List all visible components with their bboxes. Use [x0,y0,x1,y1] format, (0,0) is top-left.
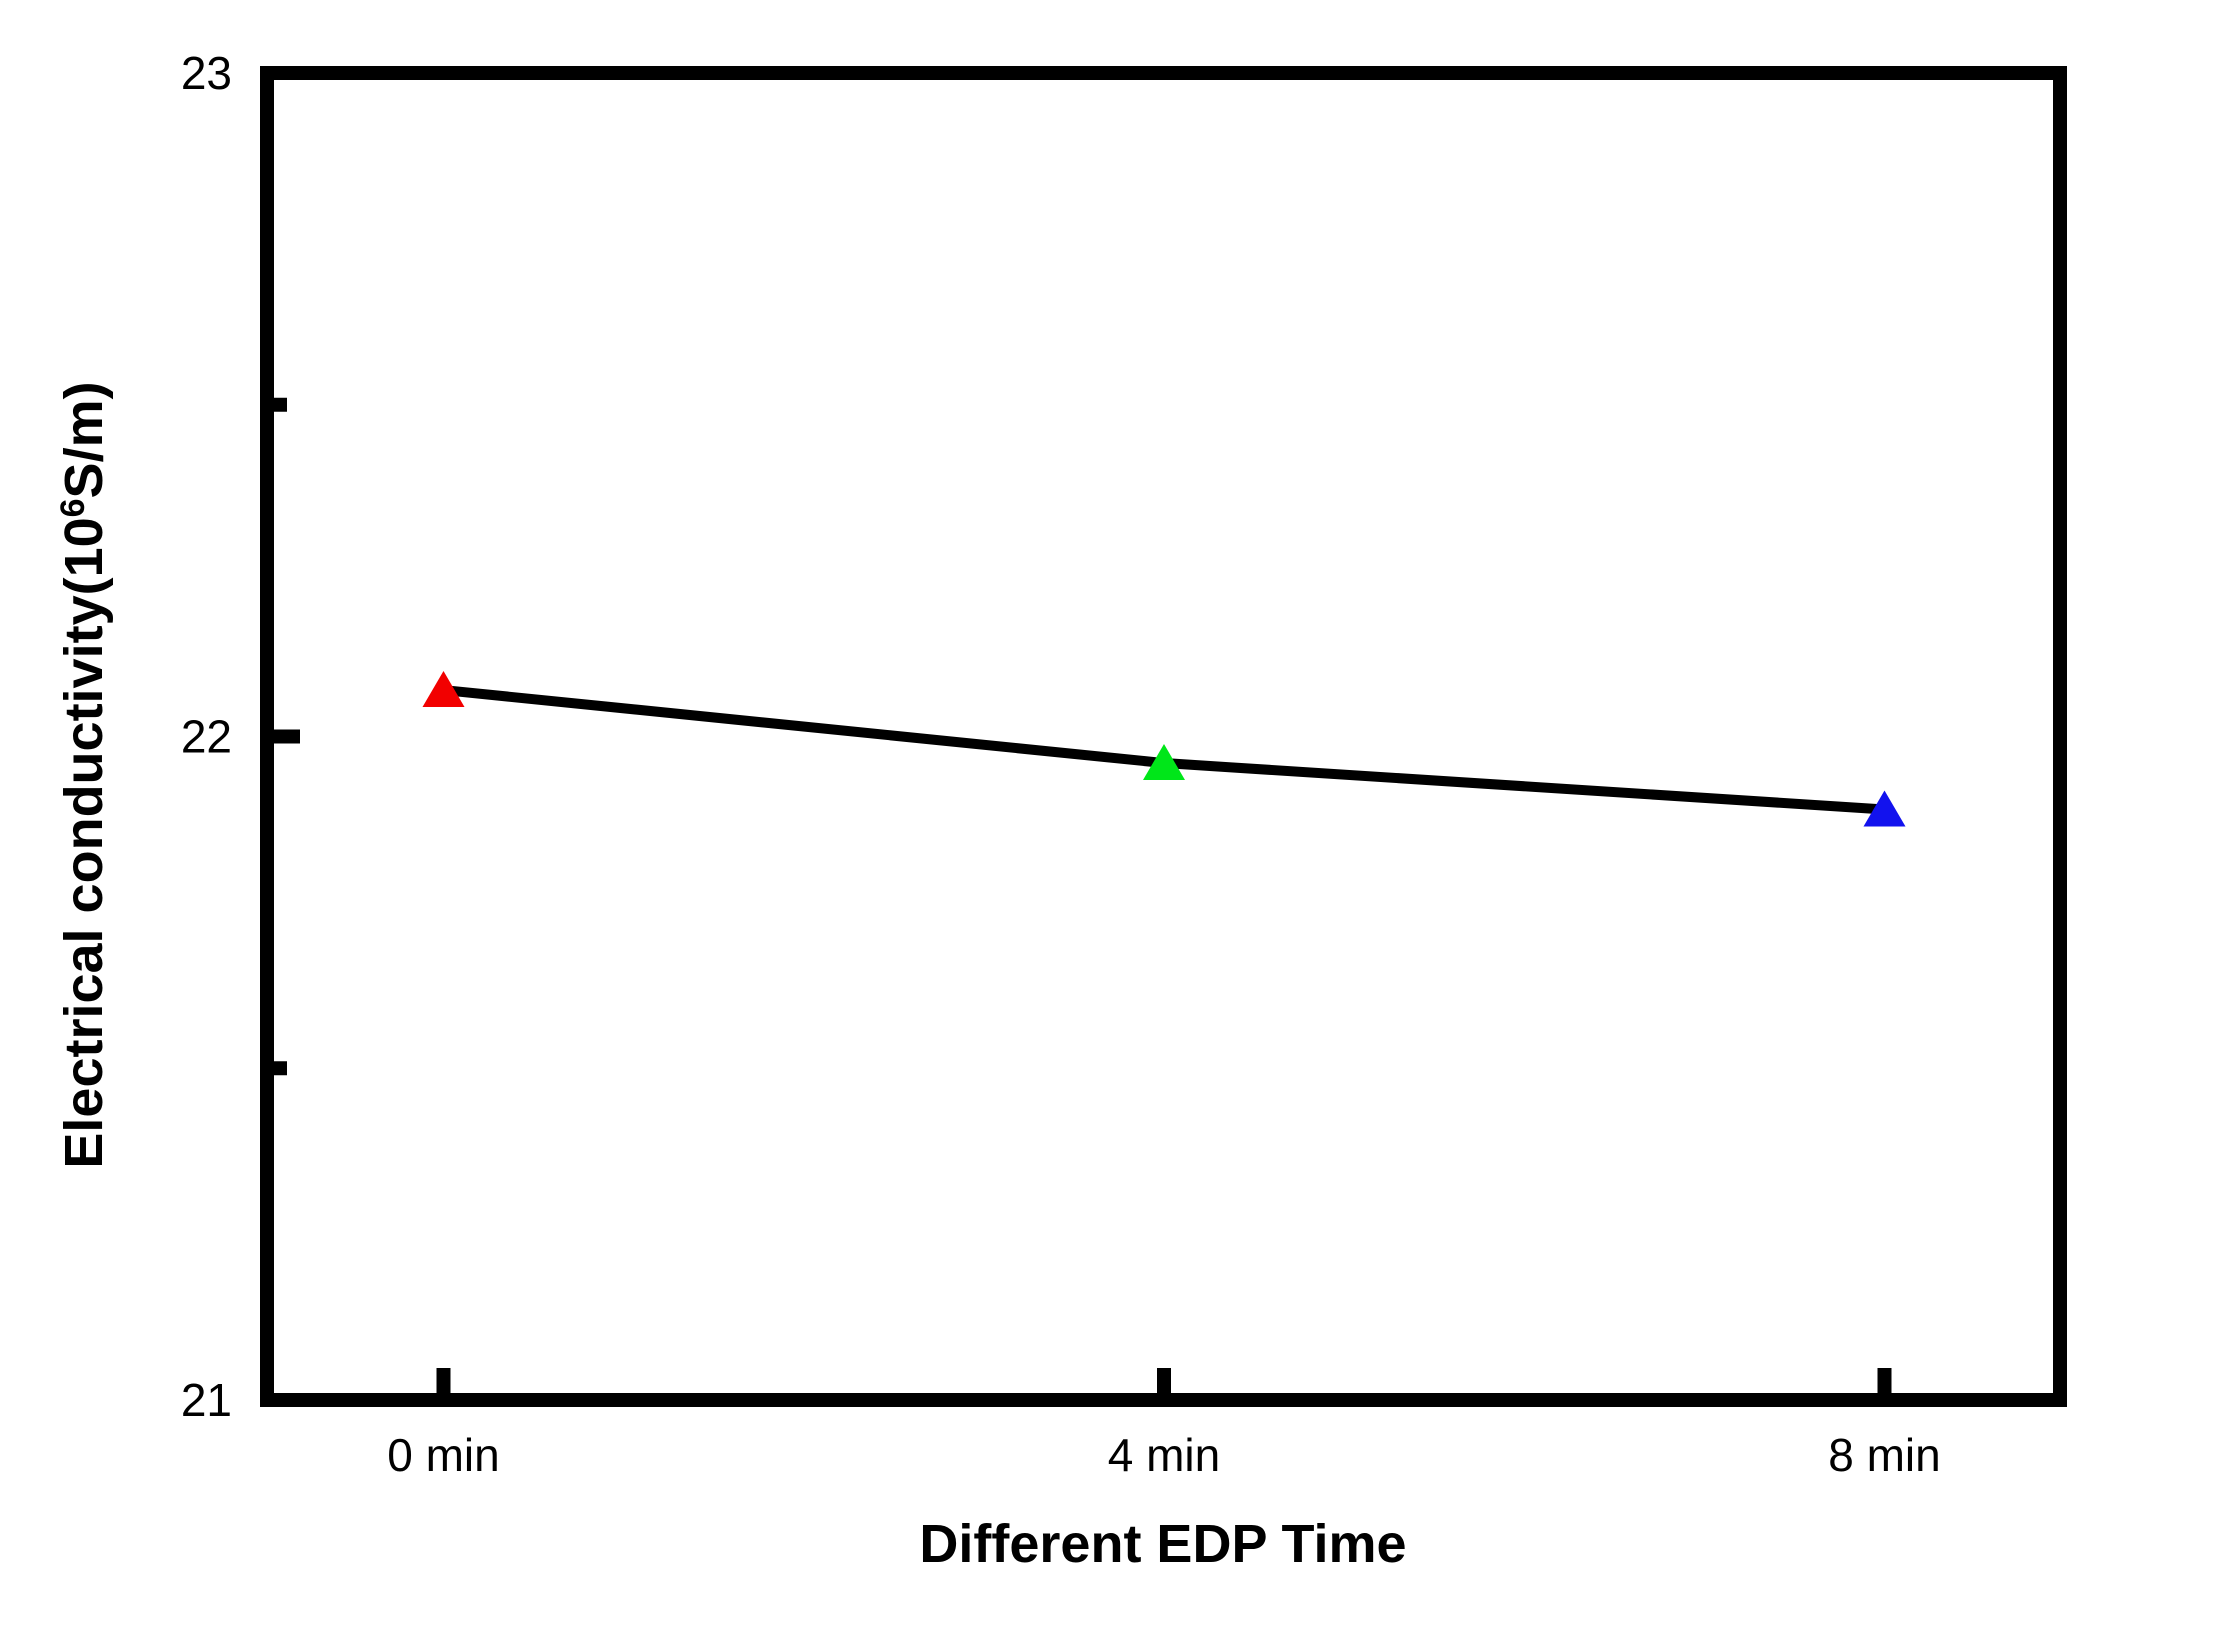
x-tick-label: 8 min [1828,1429,1940,1481]
x-tick-label: 0 min [387,1429,499,1481]
marker-4-min [1143,744,1185,781]
y-tick-label: 23 [181,47,232,99]
marker-0-min [422,671,465,708]
plot-frame [260,66,2067,1407]
y-axis-minor-ticks [267,397,287,1076]
y-axis-title-superscript: 6 [54,498,92,517]
x-tick-label: 4 min [1108,1429,1220,1481]
y-axis-title-text: Electrical conductivity(10 [54,517,114,1168]
x-axis-title: Different EDP Time [919,1514,1406,1574]
y-tick-label: 22 [181,711,232,763]
y-tick-labels: 21 22 23 [181,47,232,1426]
y-tick-label: 21 [181,1374,232,1426]
x-tick-labels: 0 min 4 min 8 min [387,1429,1940,1481]
markers-group [422,671,1906,827]
x-axis-major-ticks [436,1368,1892,1400]
y-axis-title-unit: S/m) [54,381,114,498]
marker-8-min [1863,790,1906,827]
y-axis-major-ticks [267,66,300,1407]
y-axis-title: Electrical conductivity(106S/m) [54,381,114,1168]
